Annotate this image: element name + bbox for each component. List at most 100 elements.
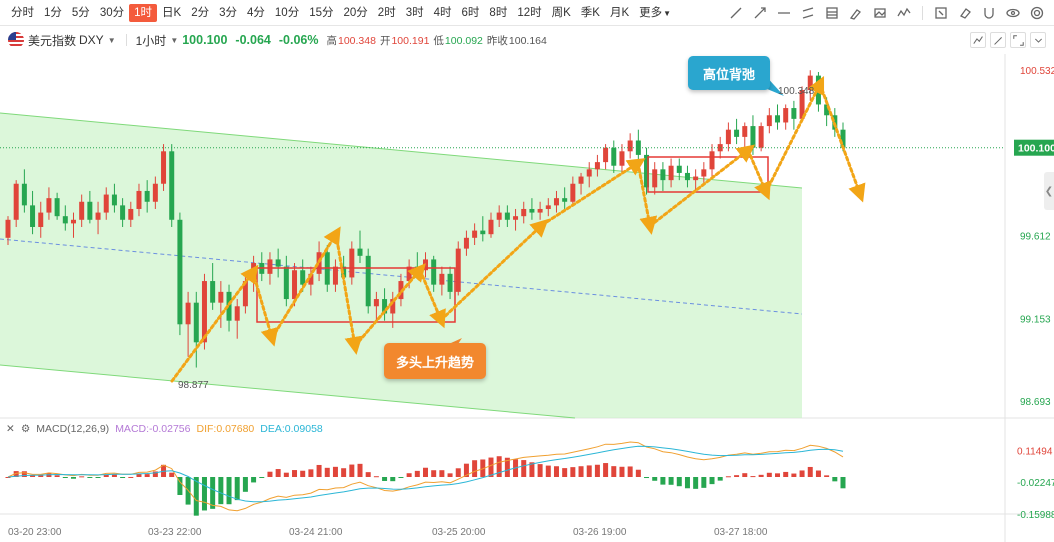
candle [611,140,617,173]
chevron-down-icon[interactable]: ▼ [107,35,116,45]
macd-bar [578,466,584,477]
brush-icon[interactable] [847,4,865,22]
macd-bar [259,477,265,478]
macd-bar [218,477,224,505]
macd-value: MACD:-0.02756 [115,423,191,435]
prev-close-value: 昨收100.164 [487,33,547,48]
symbol-info-bar: 美元指数 DXY ▼ 1小时 ▼ 100.100 -0.064 -0.06% 高… [0,26,1054,54]
timeframe-17[interactable]: 12时 [517,6,542,19]
macd-bar [840,477,846,489]
timeframe-12[interactable]: 2时 [377,6,396,19]
timeframe-5[interactable]: 日K [162,6,182,19]
indicator-icon[interactable] [970,32,986,48]
candle-body [120,205,126,220]
macd-bar [324,467,330,477]
eraser-icon[interactable] [956,4,974,22]
candle [734,118,740,145]
low-value: 低100.092 [433,33,482,48]
collapse-icon[interactable]: ✕ [6,423,15,435]
timeframe-4[interactable]: 1时 [129,3,158,22]
trend-arrow [648,144,756,228]
eye-icon[interactable] [1004,4,1022,22]
chevron-down-icon[interactable]: ▼ [170,35,179,45]
draw-icon[interactable] [990,32,1006,48]
candle-body [455,248,461,292]
timeframe-0[interactable]: 分时 [11,6,34,19]
macd-bar [832,477,838,482]
image-icon[interactable] [871,4,889,22]
timeframe-19[interactable]: 季K [580,6,600,19]
macd-bar [775,473,781,477]
trend-arrow [540,158,646,227]
timeframe-20[interactable]: 月K [609,6,630,19]
candle [472,223,478,246]
timeframe-10[interactable]: 15分 [309,6,334,19]
candle [218,281,224,328]
candle-body [734,129,740,137]
macd-bar [725,476,731,478]
settings-icon[interactable]: ⚙ [20,423,31,435]
symbol-code[interactable]: DXY [79,33,104,47]
parallel-channel-icon[interactable] [799,4,817,22]
candle-body [283,266,289,300]
candle [357,230,363,264]
macd-bar [21,471,27,477]
macd-bar [87,477,93,478]
collapse-icon[interactable] [1030,32,1046,48]
chart-pattern-icon[interactable] [895,4,913,22]
candle-body [611,147,617,166]
timeframe-3[interactable]: 30分 [99,6,125,19]
candle-body [676,165,682,173]
trend-arrow [270,226,341,340]
macd-bar [242,477,248,492]
macd-bar [684,477,690,489]
timeframe-8[interactable]: 4分 [247,6,265,19]
macd-bar [701,477,707,488]
timeframe-9[interactable]: 10分 [274,6,300,19]
candle [725,122,731,152]
candle-body [447,273,453,292]
timeframe-7[interactable]: 3分 [219,6,237,19]
timeframe-13[interactable]: 3时 [405,6,424,19]
consolidation-box [256,267,456,323]
candle-body [824,104,830,116]
x-tick-label: 03-23 22:00 [148,527,202,538]
candle [529,198,535,220]
timeframe-14[interactable]: 4时 [433,6,452,19]
candle-body [766,115,772,127]
timeframe-21[interactable]: 更多▼ [639,6,672,19]
macd-bar [5,477,11,478]
macd-bar [693,477,699,489]
candle-body [193,302,199,343]
horizontal-line-icon[interactable] [775,4,793,22]
candle-body [169,151,175,220]
candle [693,169,699,191]
fib-icon[interactable] [823,4,841,22]
candle-body [95,212,101,220]
y-tick-label: 99.612 [1020,232,1051,243]
fullscreen-icon[interactable] [1010,32,1026,48]
timeframe-2[interactable]: 5分 [71,6,90,19]
note-icon[interactable] [932,4,950,22]
trend-arrow [439,218,549,322]
trendline-icon[interactable] [727,4,745,22]
timeframe-6[interactable]: 2分 [191,6,210,19]
macd-bar [111,474,117,477]
candle [332,259,338,292]
ray-icon[interactable] [751,4,769,22]
interval-selector[interactable]: 1小时 [135,33,167,48]
candle-body [79,201,85,220]
timeframe-16[interactable]: 8时 [489,6,508,19]
prev-close-label: 昨收 [486,34,508,47]
settings-icon[interactable] [1028,4,1046,22]
candle [365,248,371,314]
chevron-left-icon[interactable]: ❮ [1044,172,1054,210]
magnet-icon[interactable] [980,4,998,22]
timeframe-1[interactable]: 1分 [44,6,62,19]
timeframe-15[interactable]: 6时 [461,6,480,19]
trend-arrow [746,148,771,201]
symbol-name[interactable]: 美元指数 [28,33,77,48]
timeframe-18[interactable]: 周K [551,6,571,19]
timeframe-11[interactable]: 20分 [343,6,368,19]
